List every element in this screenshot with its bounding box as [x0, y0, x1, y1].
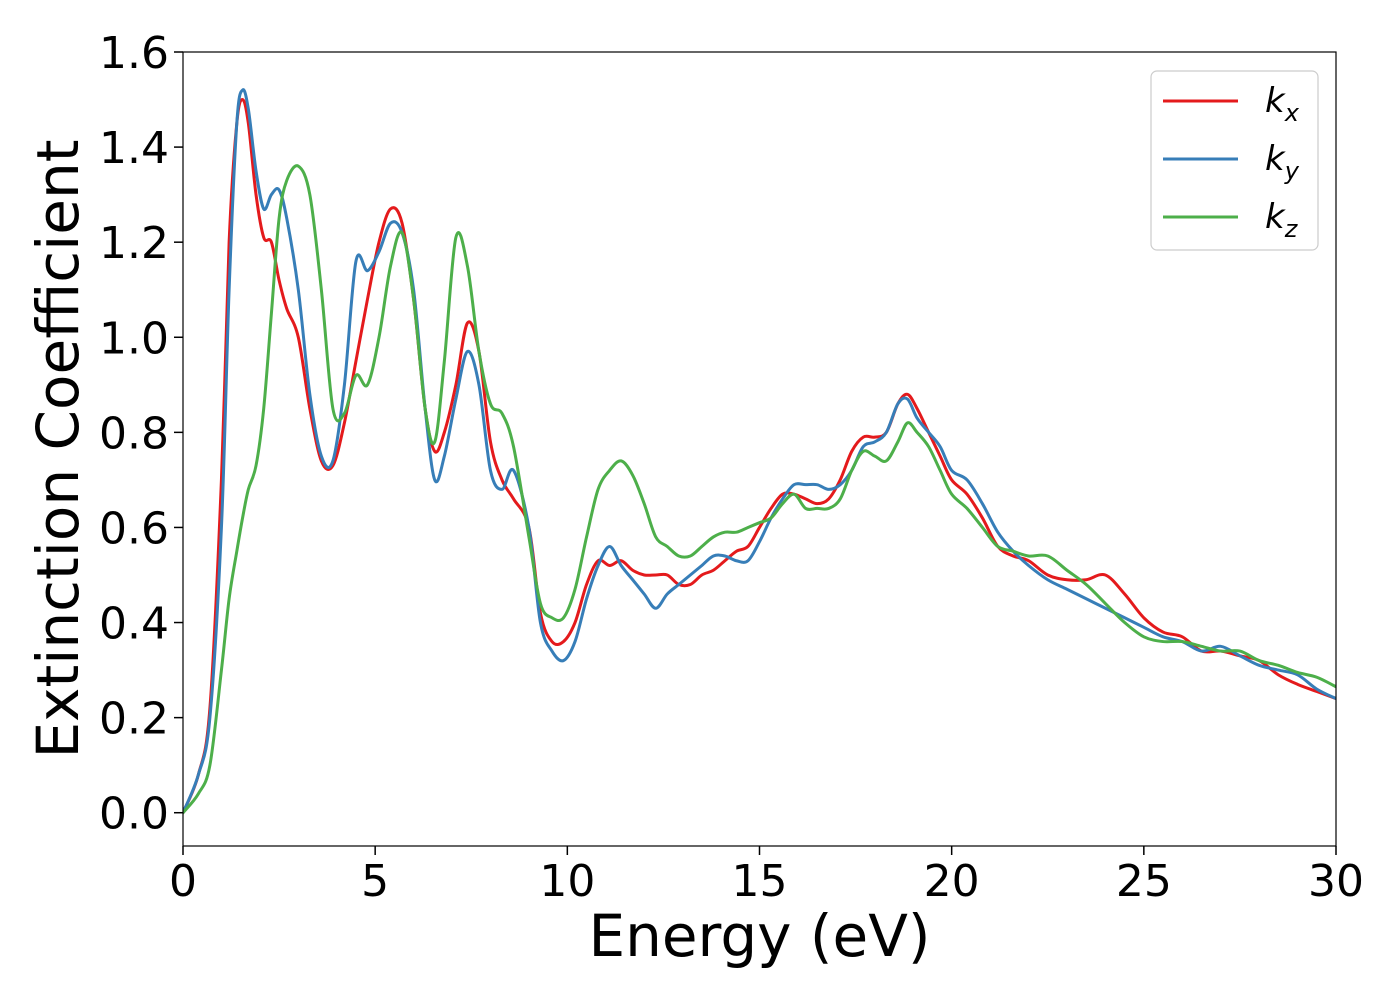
y-tick-label: 1.4	[99, 123, 169, 174]
x-axis-title: Energy (eV)	[588, 902, 930, 970]
x-tick-label: 5	[361, 856, 389, 907]
series-line-k-x	[183, 98, 1336, 815]
x-tick-label: 25	[1116, 856, 1172, 907]
y-axis-ticks: 0.0 0.2 0.4 0.6 0.8 1.0 1.2 1.4 1.6	[99, 28, 183, 840]
x-tick-label: 15	[732, 856, 788, 907]
y-tick-label: 1.0	[99, 313, 169, 364]
series-line-k-z	[183, 164, 1336, 815]
series-line-k-y	[183, 88, 1336, 815]
x-tick-label: 10	[539, 856, 595, 907]
x-tick-label: 0	[169, 856, 197, 907]
x-tick-label: 20	[924, 856, 980, 907]
legend: kx ky kz	[1150, 70, 1319, 251]
legend-label: kz	[1265, 197, 1299, 243]
y-tick-label: 0.6	[99, 503, 169, 554]
y-tick-label: 1.2	[99, 218, 169, 269]
series-layer	[183, 88, 1336, 815]
y-tick-label: 0.2	[99, 694, 169, 745]
legend-label: ky	[1265, 139, 1300, 185]
y-axis-title: Extinction Coefficient	[24, 140, 92, 759]
legend-entry-k-y: ky	[1163, 139, 1300, 185]
y-tick-label: 0.8	[99, 408, 169, 459]
legend-entry-k-z: kz	[1163, 197, 1299, 243]
legend-entry-k-x: kx	[1163, 81, 1300, 127]
y-tick-label: 0.0	[99, 789, 169, 840]
y-tick-label: 0.4	[99, 599, 169, 650]
y-tick-label: 1.6	[99, 28, 169, 79]
x-axis-ticks: 0 5 10 15 20 25 30	[169, 846, 1364, 907]
x-tick-label: 30	[1308, 856, 1364, 907]
legend-label: kx	[1265, 81, 1300, 127]
